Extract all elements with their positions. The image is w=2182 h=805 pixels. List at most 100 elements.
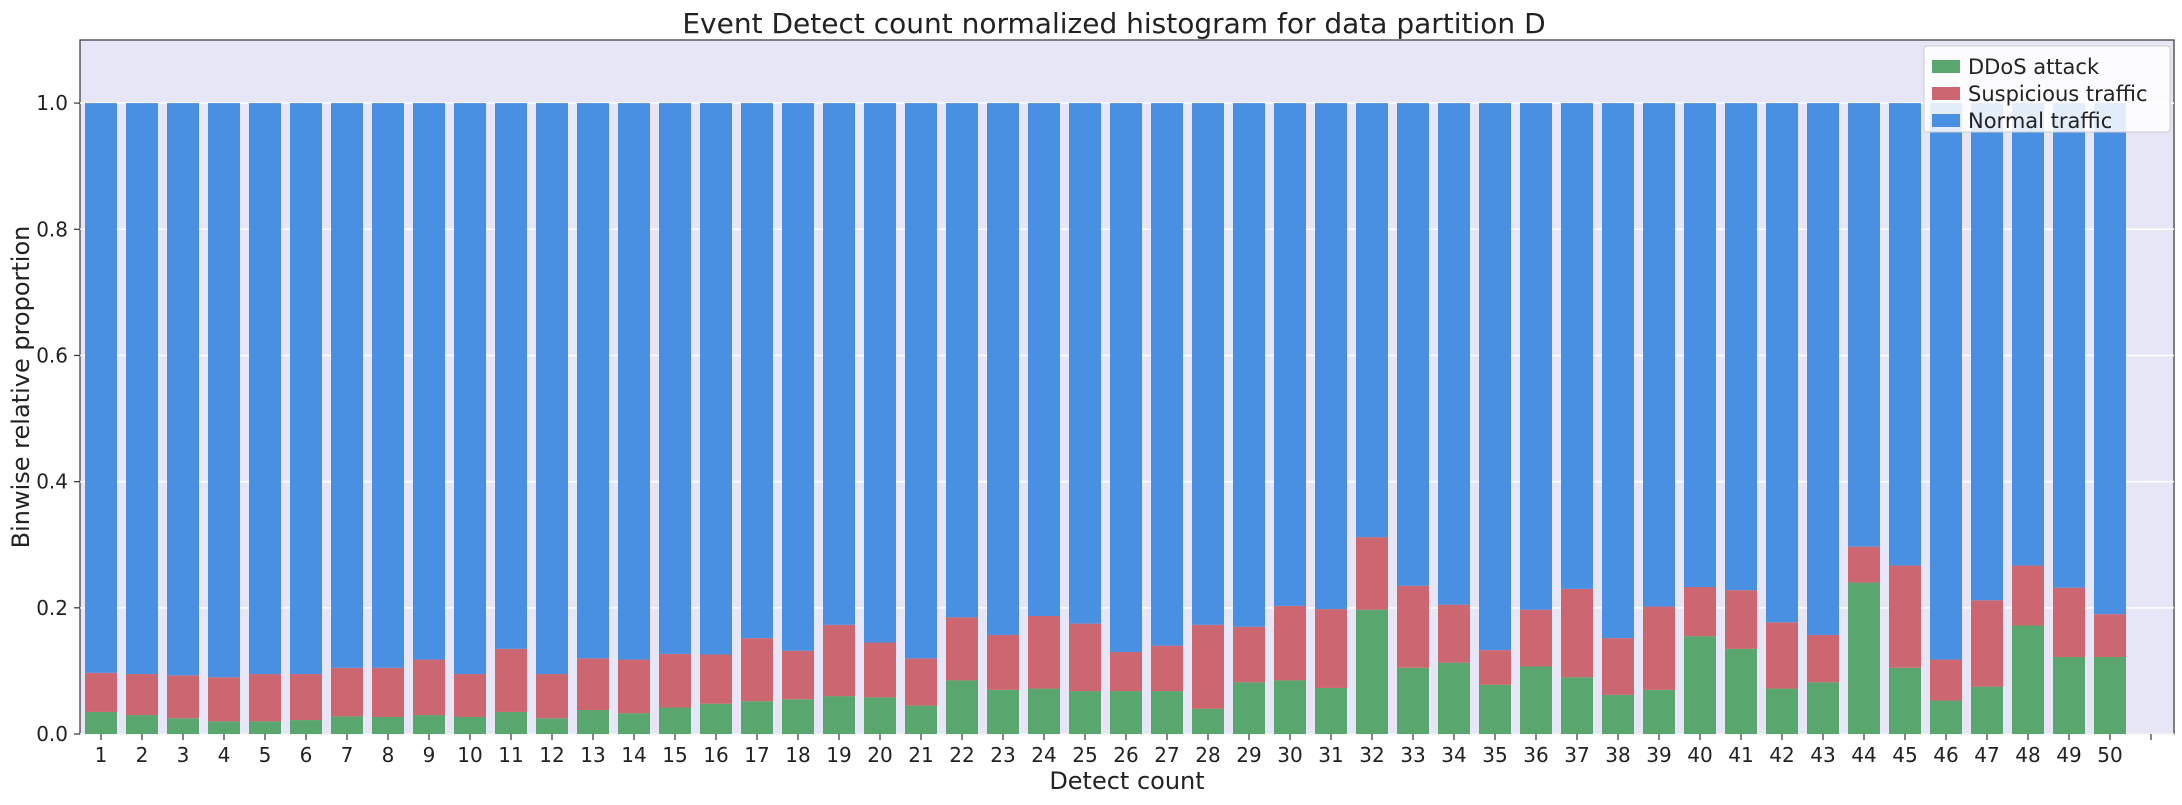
legend-swatch: [1932, 87, 1960, 100]
bar-ddos-attack: [1602, 694, 1634, 734]
bar-suspicious-traffic: [577, 658, 609, 711]
x-tick-label: 41: [1728, 743, 1753, 767]
x-tick-label: 24: [1031, 743, 1056, 767]
bar-ddos-attack: [1233, 682, 1265, 734]
x-tick-label: 35: [1482, 743, 1507, 767]
bar-suspicious-traffic: [987, 634, 1019, 690]
x-tick-label: 2: [136, 743, 149, 767]
bar-normal-traffic: [1889, 103, 1921, 566]
bar-normal-traffic: [782, 103, 814, 651]
x-tick-label: 3: [177, 743, 190, 767]
bar-suspicious-traffic: [782, 650, 814, 700]
x-tick-label: 32: [1359, 743, 1384, 767]
bar-normal-traffic: [1520, 103, 1552, 610]
bar-suspicious-traffic: [167, 675, 199, 719]
bar-ddos-attack: [290, 720, 322, 734]
bar-normal-traffic: [331, 103, 363, 668]
bar-suspicious-traffic: [290, 674, 322, 721]
bar-normal-traffic: [1684, 103, 1716, 587]
bar-ddos-attack: [659, 707, 691, 734]
x-tick-label: 22: [949, 743, 974, 767]
bar-normal-traffic: [618, 103, 650, 660]
bar-suspicious-traffic: [1889, 565, 1921, 668]
bar-ddos-attack: [536, 718, 568, 734]
bar-suspicious-traffic: [2094, 614, 2126, 658]
bar-normal-traffic: [946, 103, 978, 618]
bar-normal-traffic: [864, 103, 896, 643]
bar-ddos-attack: [1315, 687, 1347, 734]
legend-swatch: [1932, 114, 1960, 127]
bar-ddos-attack: [782, 699, 814, 734]
x-tick-label: 16: [703, 743, 728, 767]
bar-ddos-attack: [1028, 688, 1060, 734]
x-tick-label: 17: [744, 743, 769, 767]
bar-suspicious-traffic: [208, 677, 240, 722]
bar-ddos-attack: [741, 701, 773, 734]
bar-ddos-attack: [454, 716, 486, 734]
x-tick-label: 26: [1113, 743, 1138, 767]
bar-suspicious-traffic: [1192, 624, 1224, 709]
bar-ddos-attack: [167, 718, 199, 734]
bar-normal-traffic: [85, 103, 117, 673]
bar-normal-traffic: [987, 103, 1019, 635]
bar-ddos-attack: [1807, 682, 1839, 734]
x-tick-label: 31: [1318, 743, 1343, 767]
bar-ddos-attack: [1766, 688, 1798, 734]
x-tick-label: 47: [1974, 743, 1999, 767]
bar-normal-traffic: [536, 103, 568, 675]
bar-ddos-attack: [2094, 657, 2126, 734]
x-tick-label: 43: [1810, 743, 1835, 767]
bar-suspicious-traffic: [495, 648, 527, 712]
bar-normal-traffic: [2094, 103, 2126, 615]
x-tick-label: 18: [785, 743, 810, 767]
y-tick-label: 1.0: [36, 91, 68, 115]
bar-suspicious-traffic: [618, 659, 650, 714]
bar-normal-traffic: [1643, 103, 1675, 607]
legend-label: Suspicious traffic: [1968, 82, 2147, 106]
bar-suspicious-traffic: [1807, 634, 1839, 683]
x-tick-label: 50: [2097, 743, 2122, 767]
bar-suspicious-traffic: [1274, 605, 1306, 681]
legend-label: Normal traffic: [1968, 109, 2112, 133]
bar-normal-traffic: [1561, 103, 1593, 589]
bar-normal-traffic: [1766, 103, 1798, 623]
bar-suspicious-traffic: [1438, 604, 1470, 663]
x-tick-label: 28: [1195, 743, 1220, 767]
bar-ddos-attack: [1520, 666, 1552, 734]
bar-normal-traffic: [495, 103, 527, 649]
bar-normal-traffic: [1110, 103, 1142, 652]
bar-ddos-attack: [1561, 677, 1593, 734]
bar-ddos-attack: [331, 716, 363, 734]
x-tick-label: 42: [1769, 743, 1794, 767]
bar-normal-traffic: [208, 103, 240, 678]
bar-normal-traffic: [1725, 103, 1757, 591]
bar-normal-traffic: [1233, 103, 1265, 627]
bar-suspicious-traffic: [864, 642, 896, 698]
bar-ddos-attack: [1151, 691, 1183, 734]
bar-normal-traffic: [577, 103, 609, 659]
bar-ddos-attack: [1725, 648, 1757, 734]
bar-ddos-attack: [85, 711, 117, 734]
bar-suspicious-traffic: [372, 667, 404, 717]
bar-suspicious-traffic: [1930, 659, 1962, 701]
x-axis-label: Detect count: [1049, 767, 1204, 795]
x-tick-label: 9: [423, 743, 436, 767]
bar-suspicious-traffic: [1766, 622, 1798, 689]
y-tick-label: 0.8: [36, 217, 68, 241]
bar-suspicious-traffic: [126, 674, 158, 716]
bar-suspicious-traffic: [1110, 651, 1142, 692]
legend-box: [1923, 45, 2171, 133]
bar-ddos-attack: [1438, 662, 1470, 734]
bar-ddos-attack: [700, 703, 732, 734]
bar-normal-traffic: [1069, 103, 1101, 624]
bar-ddos-attack: [1930, 700, 1962, 734]
axes: 0.00.20.40.60.81.01 2 3 4 5 6 7 8 9 10 11 12 13 14 15 1…: [36, 91, 2152, 767]
x-tick-label: 46: [1933, 743, 1958, 767]
bar-ddos-attack: [1356, 609, 1388, 734]
bar-normal-traffic: [1151, 103, 1183, 646]
x-tick-label: 49: [2056, 743, 2081, 767]
x-tick-label: 11: [498, 743, 523, 767]
bar-normal-traffic: [167, 103, 199, 676]
bar-ddos-attack: [577, 710, 609, 734]
